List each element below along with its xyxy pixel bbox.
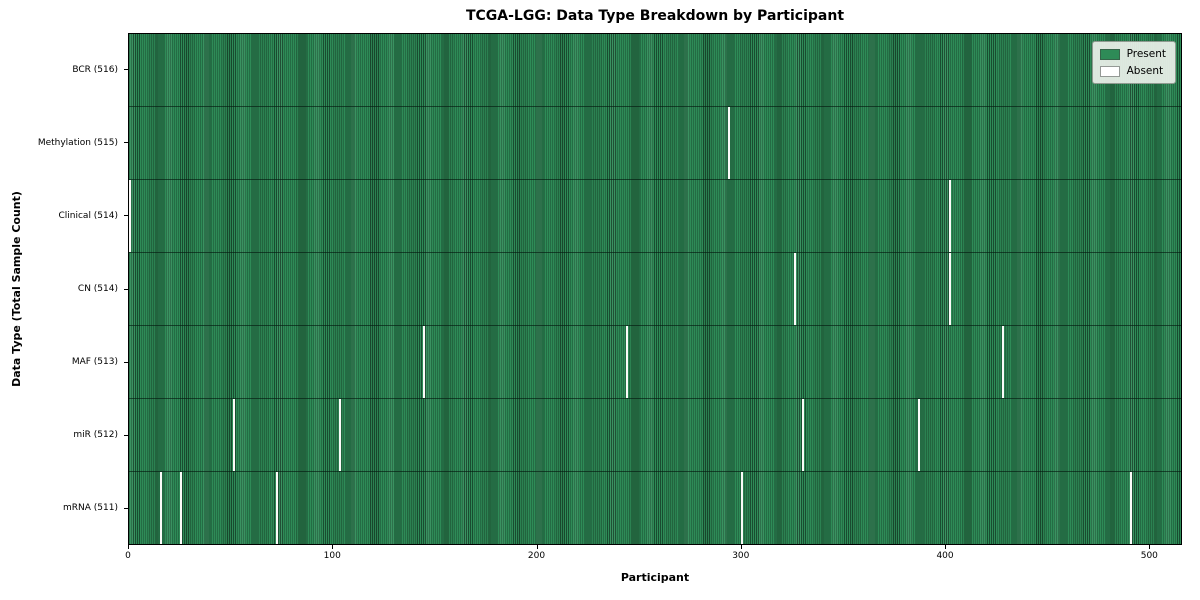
absent-marker xyxy=(1130,472,1133,544)
absent-marker xyxy=(740,472,743,544)
y-tick-label: Clinical (514) xyxy=(58,210,118,221)
heatmap-row-CN xyxy=(129,252,1181,325)
heatmap-row-BCR xyxy=(129,34,1181,106)
heatmap-row-Methylation xyxy=(129,106,1181,179)
legend-swatch-absent xyxy=(1099,65,1120,77)
chart-title: TCGA-LGG: Data Type Breakdown by Partici… xyxy=(465,8,845,24)
y-tick-mark xyxy=(124,288,128,290)
x-tick-mark xyxy=(945,545,947,549)
heatmap-row-miR xyxy=(129,398,1181,471)
x-tick-label: 200 xyxy=(527,551,546,561)
y-tick-mark xyxy=(124,434,128,436)
legend: Present Absent xyxy=(1091,41,1176,84)
absent-marker xyxy=(728,107,731,179)
x-tick-label: 0 xyxy=(125,551,131,561)
y-tick-mark xyxy=(124,507,128,509)
x-tick-mark xyxy=(1149,545,1151,549)
plot-area: Present Absent xyxy=(128,33,1182,545)
y-tick-label: miR (512) xyxy=(73,430,118,441)
absent-marker xyxy=(159,472,162,544)
legend-item-present: Present xyxy=(1099,48,1166,60)
heatmap-row-Clinical xyxy=(129,179,1181,252)
absent-marker xyxy=(626,326,629,398)
x-tick-mark xyxy=(128,545,129,549)
legend-item-absent: Absent xyxy=(1099,65,1166,77)
absent-marker xyxy=(129,180,132,252)
absent-marker xyxy=(275,472,278,544)
x-tick-mark xyxy=(332,545,334,549)
legend-label: Absent xyxy=(1126,65,1164,77)
x-tick-mark xyxy=(740,545,742,549)
y-tick-mark xyxy=(124,361,128,363)
y-tick-label: MAF (513) xyxy=(71,357,118,368)
x-tick-mark xyxy=(536,545,538,549)
heatmap-row-MAF xyxy=(129,325,1181,398)
absent-marker xyxy=(232,399,235,471)
x-tick-label: 100 xyxy=(323,551,341,561)
y-tick-mark xyxy=(124,69,128,71)
x-axis-label: Participant xyxy=(620,571,690,584)
x-tick-label: 500 xyxy=(1140,551,1158,561)
absent-marker xyxy=(422,326,425,398)
x-tick-label: 400 xyxy=(936,551,954,561)
y-tick-label: CN (514) xyxy=(77,284,118,294)
y-tick-label: mRNA (511) xyxy=(63,503,118,514)
heatmap-row-mRNA xyxy=(129,471,1181,544)
absent-marker xyxy=(793,253,796,325)
y-tick-mark xyxy=(124,215,128,217)
legend-swatch-present xyxy=(1099,48,1120,60)
absent-marker xyxy=(948,253,951,325)
y-tick-label: Methylation (515) xyxy=(37,137,118,148)
y-tick-mark xyxy=(124,142,128,144)
absent-marker xyxy=(918,399,921,471)
x-tick-label: 300 xyxy=(732,551,750,561)
y-tick-label: BCR (516) xyxy=(72,64,118,75)
absent-marker xyxy=(1001,326,1004,398)
absent-marker xyxy=(339,399,341,471)
legend-label: Present xyxy=(1126,48,1166,60)
absent-marker xyxy=(801,399,804,471)
heatmap-rows xyxy=(129,34,1181,544)
absent-marker xyxy=(179,472,182,544)
absent-marker xyxy=(948,180,951,252)
